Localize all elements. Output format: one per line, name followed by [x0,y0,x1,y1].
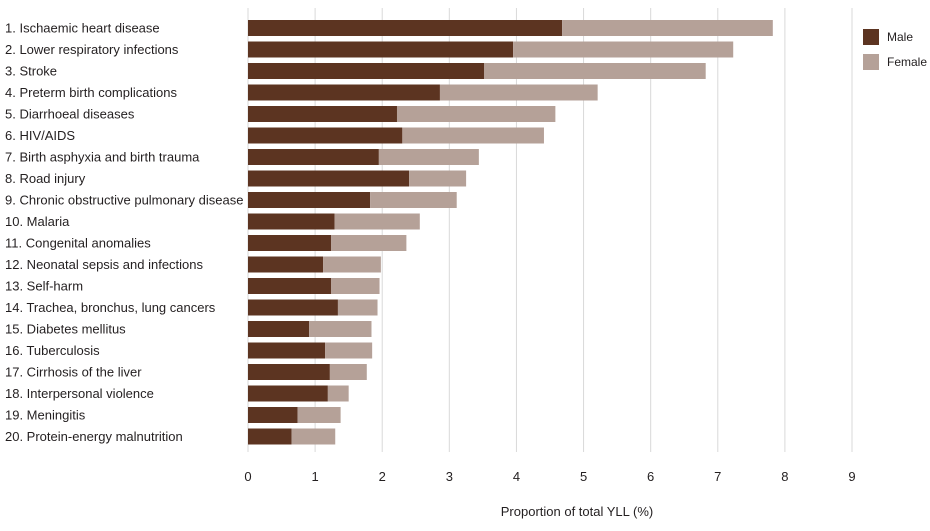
category-label: 8. Road injury [5,171,86,186]
bar-female-segment [513,41,734,58]
bar-female-segment [396,106,556,122]
x-tick-label: 4 [513,469,520,484]
category-label: 7. Birth asphyxia and birth trauma [5,150,200,165]
bar-male-segment [248,407,298,423]
category-labels: 1. Ischaemic heart disease 2. Lower respi… [5,21,243,445]
bar-male-segment [248,428,292,445]
bar-female-segment [329,364,367,380]
bar-male-segment [248,278,332,294]
gridlines [247,8,853,452]
legend-swatch-female [863,54,879,70]
category-label: 18. Interpersonal violence [5,386,154,401]
category-label: 2. Lower respiratory infections [5,42,179,57]
bar-female-segment [327,385,349,402]
category-label: 12. Neonatal sepsis and infections [5,257,204,272]
bar-male-segment [248,63,485,79]
category-label: 15. Diabetes mellitus [5,322,126,337]
category-label: 3. Stroke [5,64,57,79]
x-tick-label: 5 [580,469,587,484]
legend: Male Female [863,29,927,70]
x-tick-label: 2 [379,469,386,484]
category-label: 13. Self-harm [5,279,83,294]
bar-male-segment [248,235,332,251]
category-label: 14. Trachea, bronchus, lung cancers [5,300,216,315]
x-tick-label: 0 [244,469,251,484]
bar-male-segment [248,170,410,187]
category-label: 20. Protein-energy malnutrition [5,429,183,444]
bar-male-segment [248,299,338,316]
bar-female-segment [309,321,372,337]
x-tick-label: 9 [848,469,855,484]
bar-male-segment [248,192,371,208]
category-label: 10. Malaria [5,214,70,229]
category-label: 19. Meningitis [5,408,86,423]
bar-female-segment [297,407,341,423]
bar-male-segment [248,41,514,58]
x-axis-title: Proportion of total YLL (%) [501,504,653,519]
bar-male-segment [248,106,397,122]
category-label: 9. Chronic obstructive pulmonary disease [5,193,243,208]
bar-female-segment [291,428,336,445]
bar-male-segment [248,256,324,273]
category-label: 16. Tuberculosis [5,343,100,358]
bar-female-segment [562,20,773,36]
bar-female-segment [484,63,706,79]
bar-male-segment [248,342,326,359]
category-label: 6. HIV/AIDS [5,128,75,143]
x-tick-label: 1 [311,469,318,484]
bar-male-segment [248,321,310,337]
bar-female-segment [378,149,479,165]
bar-female-segment [331,278,380,294]
bar-male-segment [248,364,330,380]
bar-male-segment [248,385,328,402]
bar-female-segment [323,256,381,273]
legend-label-male: Male [887,30,913,44]
category-label: 11. Congenital anomalies [5,236,151,251]
x-tick-label: 3 [446,469,453,484]
bar-female-segment [334,213,420,230]
x-tick-label: 7 [714,469,721,484]
bar-female-segment [337,299,378,316]
bar-female-segment [439,84,598,101]
legend-label-female: Female [887,55,927,69]
bar-female-segment [325,342,373,359]
bars [248,20,773,445]
bar-female-segment [402,127,544,144]
bar-male-segment [248,84,440,101]
category-label: 1. Ischaemic heart disease [5,21,160,36]
bar-male-segment [248,149,379,165]
bar-female-segment [370,192,457,208]
x-tick-labels: 0 1 2 3 4 5 6 7 8 9 [244,469,855,484]
bar-female-segment [409,170,467,187]
x-tick-label: 6 [647,469,654,484]
bar-male-segment [248,213,335,230]
category-label: 5. Diarrhoeal diseases [5,107,135,122]
bar-male-segment [248,20,563,36]
category-label: 17. Cirrhosis of the liver [5,365,142,380]
bar-female-segment [331,235,407,251]
legend-swatch-male [863,29,879,45]
bar-male-segment [248,127,403,144]
x-tick-label: 8 [781,469,788,484]
category-label: 4. Preterm birth complications [5,85,177,100]
